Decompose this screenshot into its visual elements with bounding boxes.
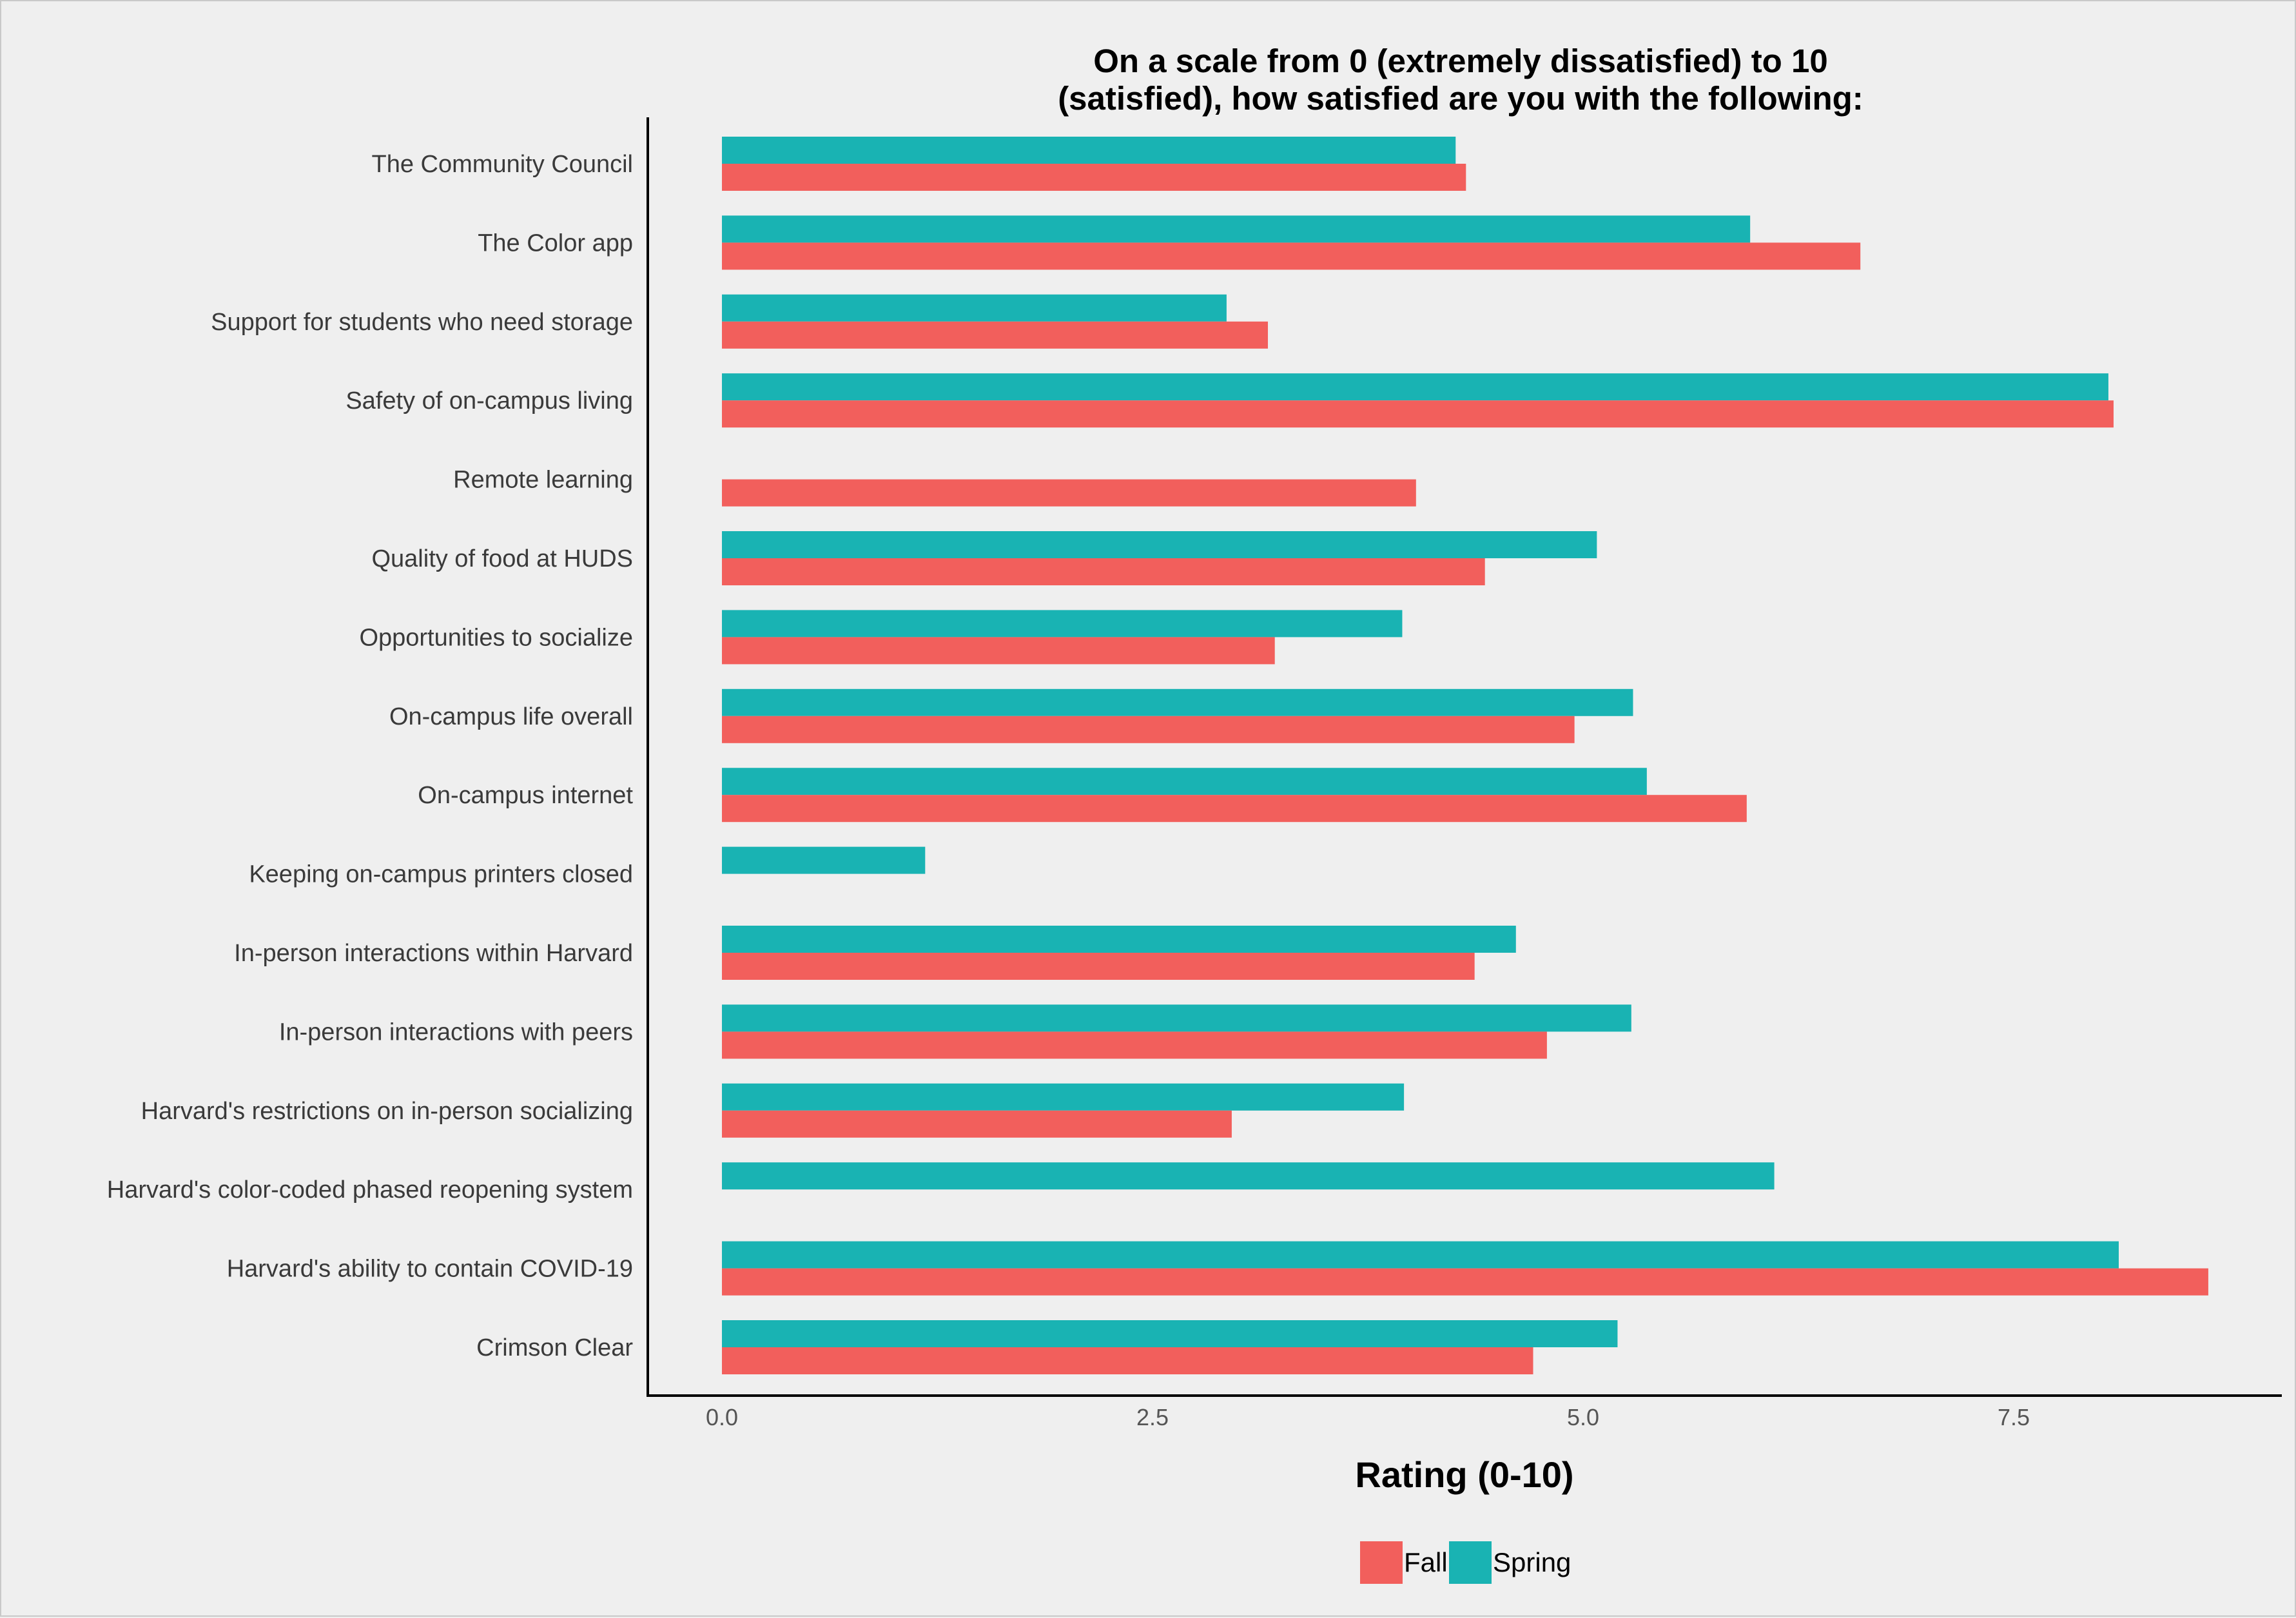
x-tick-label: 0.0 (706, 1404, 738, 1430)
bar-spring-the-color-app (722, 215, 1751, 243)
category-label-on-campus-life-overall: On-campus life overall (389, 703, 633, 730)
category-label-keeping-on-campus-printers-closed: Keeping on-campus printers closed (249, 861, 633, 888)
bar-fall-in-person-interactions-within-harvard (722, 953, 1475, 980)
bar-spring-on-campus-life-overall (722, 688, 1633, 716)
bar-fall-on-campus-internet (722, 795, 1747, 823)
bar-fall-the-color-app (722, 242, 1861, 270)
x-tick-labels: 0.0 2.5 5.0 7.5 (706, 1404, 2030, 1430)
category-label-in-person-interactions-with-peers: In-person interactions with peers (279, 1019, 633, 1046)
category-label-the-community-council: The Community Council (372, 151, 633, 178)
bar-fall-opportunities-to-socialize (722, 637, 1275, 665)
bar-spring-harvard-s-color-coded-phased-reopening-system (722, 1162, 1775, 1190)
category-labels: The Community Council The Color app Suppor… (107, 151, 634, 1361)
category-label-opportunities-to-socialize: Opportunities to socialize (359, 624, 633, 651)
legend-swatch-spring (1449, 1541, 1492, 1584)
category-label-in-person-interactions-within-harvard: In-person interactions within Harvard (234, 940, 633, 967)
bar-spring-support-for-students-who-need-storage (722, 294, 1227, 322)
bar-fall-the-community-council (722, 164, 1466, 191)
bar-spring-safety-of-on-campus-living (722, 373, 2108, 401)
category-label-the-color-app: The Color app (478, 229, 633, 257)
bar-fall-harvard-s-restrictions-on-in-person-socializing (722, 1110, 1232, 1138)
bar-spring-in-person-interactions-within-harvard (722, 926, 1516, 953)
legend-label-fall: Fall (1404, 1547, 1448, 1577)
bar-fall-safety-of-on-campus-living (722, 400, 2114, 428)
category-label-crimson-clear: Crimson Clear (476, 1334, 633, 1361)
x-tick-label: 5.0 (1567, 1404, 1599, 1430)
bar-spring-on-campus-internet (722, 768, 1647, 795)
bar-fall-support-for-students-who-need-storage (722, 321, 1269, 349)
chart-title-line: (satisfied), how satisfied are you with … (1058, 80, 1863, 117)
bar-spring-keeping-on-campus-printers-closed (722, 846, 926, 874)
bar-spring-opportunities-to-socialize (722, 610, 1403, 638)
category-label-safety-of-on-campus-living: Safety of on-campus living (345, 387, 633, 414)
x-tick-label: 2.5 (1136, 1404, 1169, 1430)
x-axis-title: Rating (0-10) (1355, 1454, 1573, 1495)
bar-fall-harvard-s-ability-to-contain-covid-19 (722, 1268, 2208, 1296)
bar-spring-crimson-clear (722, 1320, 1618, 1347)
category-label-support-for-students-who-need-storage: Support for students who need storage (211, 309, 633, 336)
category-label-on-campus-internet: On-campus internet (418, 782, 633, 809)
bar-spring-in-person-interactions-with-peers (722, 1004, 1631, 1032)
bar-fall-in-person-interactions-with-peers (722, 1031, 1547, 1059)
category-label-harvard-s-ability-to-contain-covid-19: Harvard's ability to contain COVID-19 (227, 1256, 633, 1283)
bars (722, 137, 2208, 1374)
category-label-quality-of-food-at-huds: Quality of food at HUDS (371, 545, 633, 572)
x-tick-label: 7.5 (1998, 1404, 2030, 1430)
category-label-harvard-s-restrictions-on-in-person-socializing: Harvard's restrictions on in-person soci… (141, 1098, 633, 1125)
bar-spring-harvard-s-ability-to-contain-covid-19 (722, 1241, 2119, 1269)
category-label-harvard-s-color-coded-phased-reopening-system: Harvard's color-coded phased reopening s… (107, 1176, 633, 1204)
bar-fall-remote-learning (722, 479, 1416, 507)
legend-label-spring: Spring (1493, 1547, 1571, 1577)
legend-swatch-fall (1360, 1541, 1403, 1584)
category-label-remote-learning: Remote learning (453, 467, 633, 494)
bar-spring-harvard-s-restrictions-on-in-person-socializing (722, 1083, 1405, 1111)
chart-title-line: On a scale from 0 (extremely dissatisfie… (1093, 43, 1827, 79)
bar-spring-the-community-council (722, 137, 1456, 164)
bar-fall-on-campus-life-overall (722, 716, 1575, 743)
bar-spring-quality-of-food-at-huds (722, 531, 1597, 558)
chart-title: On a scale from 0 (extremely dissatisfie… (1058, 43, 1863, 117)
bar-fall-crimson-clear (722, 1347, 1533, 1374)
legend: Fall Spring (1360, 1541, 1571, 1584)
bar-fall-quality-of-food-at-huds (722, 558, 1485, 585)
